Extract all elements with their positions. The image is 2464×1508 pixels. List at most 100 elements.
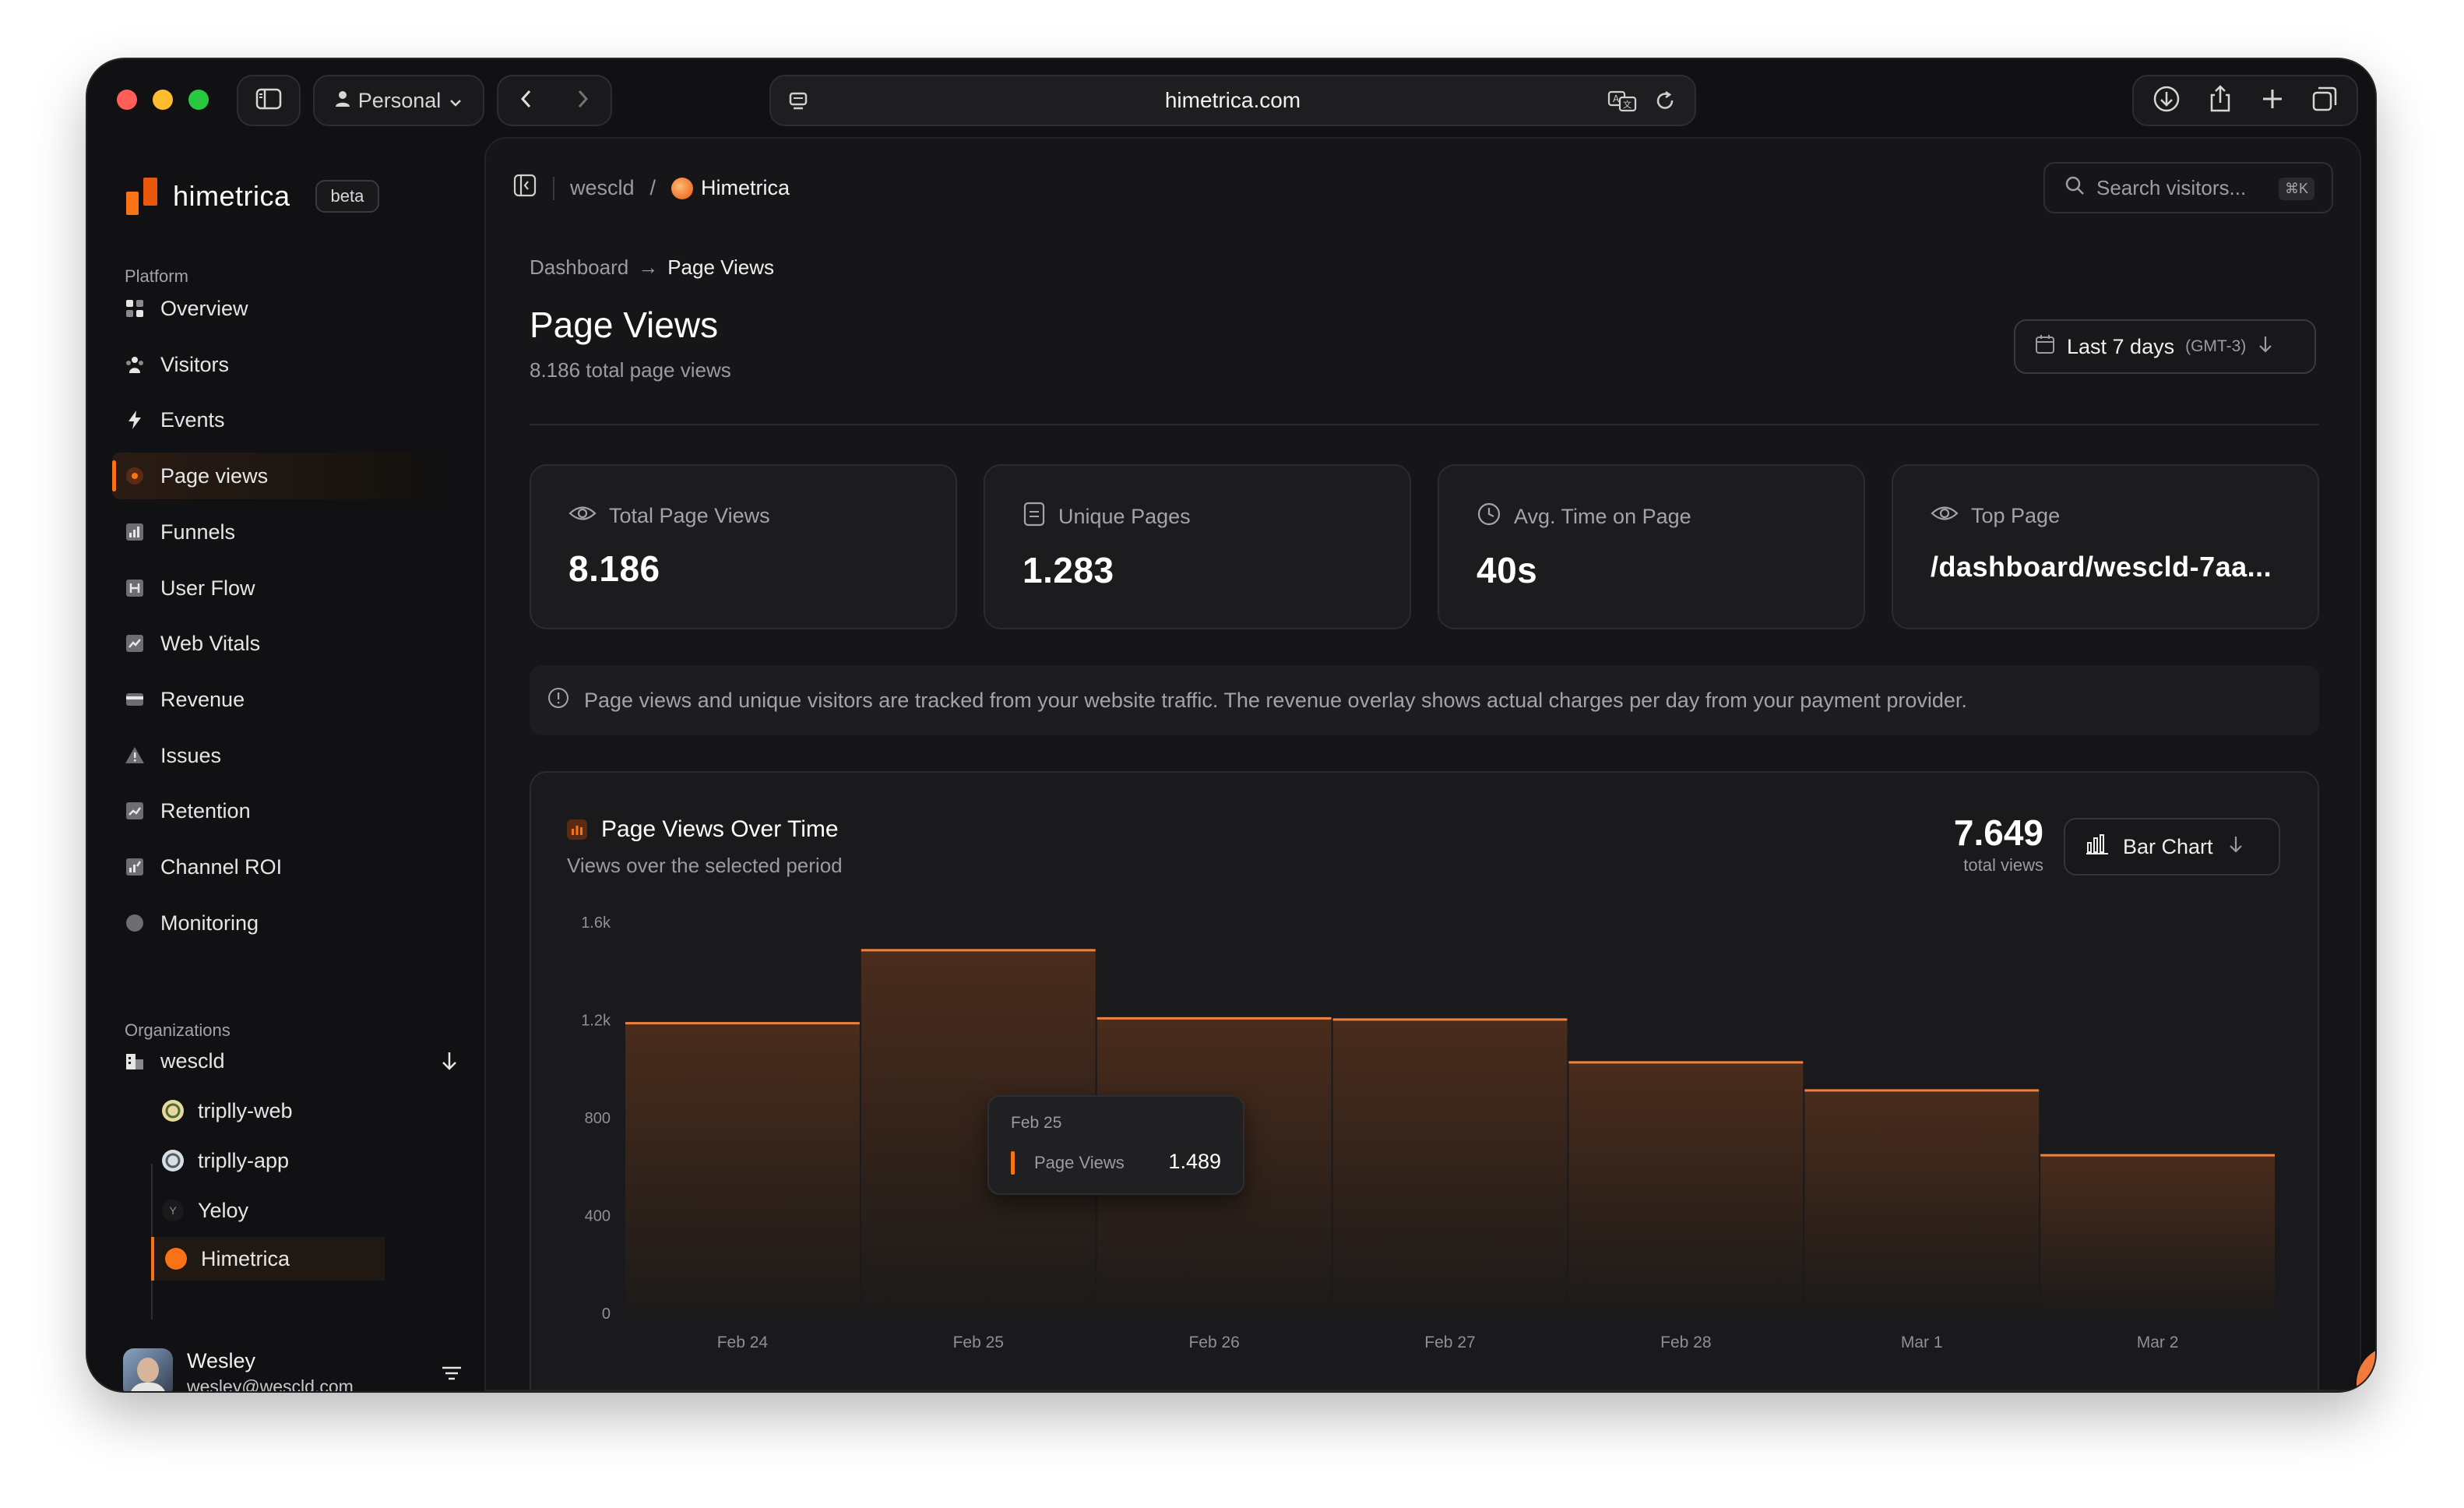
total-views-label: total views <box>1963 855 2043 875</box>
stats-row: Total Page Views 8.186 Unique Pages 1.28… <box>530 464 2319 629</box>
himetrica-project-icon <box>671 177 694 199</box>
sidebar-item-issues[interactable]: Issues <box>112 732 453 779</box>
sidebar-item-label: Web Vitals <box>160 631 261 655</box>
user-email: wesley@wescld.com <box>187 1376 354 1391</box>
sidebar-item-revenue[interactable]: Revenue <box>112 676 453 723</box>
sidebar-item-channel-roi[interactable]: Channel ROI <box>112 844 453 890</box>
x-tick-label: Feb 27 <box>1424 1334 1475 1351</box>
org-link[interactable]: wescld <box>570 176 635 199</box>
clock-icon <box>1477 502 1501 532</box>
triplly-web-avatar-icon <box>162 1100 184 1122</box>
roi-icon <box>125 857 145 877</box>
stat-card-top-page: Top Page /dashboard/wescld-7aa... <box>1892 464 2319 629</box>
stat-label: Total Page Views <box>609 504 770 527</box>
page-subtitle: 8.186 total page views <box>530 358 731 382</box>
project-link[interactable]: Himetrica <box>671 176 790 200</box>
calendar-icon <box>2034 333 2056 361</box>
top-bar: wescld / Himetrica Search visitors... ⌘K <box>486 139 2360 238</box>
sub-org-triplly-app[interactable]: triplly-app <box>162 1139 289 1182</box>
sidebar-item-retention[interactable]: Retention <box>112 787 453 834</box>
back-button[interactable] <box>498 76 554 125</box>
chart-subtitle: Views over the selected period <box>567 854 843 877</box>
tooltip-value: 1.489 <box>1168 1150 1221 1173</box>
x-tick-label: Feb 24 <box>717 1334 769 1351</box>
y-tick-label: 800 <box>585 1110 611 1127</box>
stat-label: Top Page <box>1971 504 2061 527</box>
sidebar: himetrica beta Platform Overview Visitor… <box>87 137 484 1391</box>
sidebar-item-funnels[interactable]: Funnels <box>112 509 453 555</box>
breadcrumb-arrow: → <box>638 255 659 279</box>
user-name: Wesley <box>187 1349 256 1372</box>
sidebar-divider <box>87 1321 484 1344</box>
zoom-window-button[interactable] <box>188 90 209 110</box>
user-menu-icon[interactable] <box>441 1365 463 1386</box>
sidebar-item-user-flow[interactable]: User Flow <box>112 565 453 611</box>
sidebar-item-label: Monitoring <box>160 911 259 935</box>
sidebar-item-label: Funnels <box>160 520 236 544</box>
breadcrumb-dashboard[interactable]: Dashboard <box>530 255 629 279</box>
brand[interactable]: himetrica beta <box>126 178 380 215</box>
chart-type-button[interactable]: Bar Chart <box>2064 818 2280 876</box>
reload-icon[interactable] <box>1654 90 1677 118</box>
beta-badge: beta <box>315 180 380 213</box>
user-profile[interactable]: Wesley wesley@wescld.com <box>123 1346 466 1391</box>
x-tick-label: Mar 2 <box>2137 1334 2179 1351</box>
page-views-chart[interactable]: 0 400 800 1.2k 1.6k Feb 24 Feb 25 Feb 26 Feb 27… <box>531 773 2321 1391</box>
org-wescld[interactable]: wescld <box>125 1039 467 1083</box>
warning-icon <box>125 745 145 766</box>
bar <box>2040 1154 2275 1313</box>
funnel-icon <box>125 522 145 542</box>
url-text: himetrica.com <box>1164 88 1301 112</box>
tabs-overview-icon[interactable] <box>2311 85 2339 117</box>
tooltip-date: Feb 25 <box>1011 1114 1062 1132</box>
monitor-icon <box>125 913 145 933</box>
download-icon[interactable] <box>2152 84 2181 118</box>
sidebar-item-label: Overview <box>160 296 248 320</box>
close-window-button[interactable] <box>117 90 137 110</box>
brand-name: himetrica <box>173 180 290 212</box>
arrow-down-icon[interactable] <box>439 1050 459 1077</box>
svg-text:文: 文 <box>1623 99 1632 110</box>
svg-text:A: A <box>1613 93 1620 104</box>
breadcrumb-current: Page Views <box>667 255 775 279</box>
search-visitors-input[interactable]: Search visitors... ⌘K <box>2043 162 2333 213</box>
timezone-label: (GMT-3) <box>2185 337 2247 355</box>
himetrica-avatar-icon <box>165 1248 187 1270</box>
minimize-window-button[interactable] <box>153 90 173 110</box>
topbar-divider <box>553 176 554 200</box>
search-placeholder: Search visitors... <box>2096 175 2247 199</box>
date-range-button[interactable]: Last 7 days (GMT-3) <box>2014 319 2316 374</box>
x-tick-label: Feb 25 <box>953 1334 1004 1351</box>
tooltip-series: Page Views <box>1034 1153 1125 1172</box>
sidebar-item-overview[interactable]: Overview <box>112 285 453 332</box>
toggle-sidebar-button[interactable] <box>237 75 301 126</box>
collapse-sidebar-icon[interactable] <box>512 173 537 203</box>
total-views: 7.649 total views <box>1954 812 2043 876</box>
page-menu-icon[interactable] <box>787 90 810 118</box>
notice-text: Page views and unique visitors are track… <box>584 688 1967 712</box>
profile-button[interactable]: Personal <box>313 75 484 126</box>
sub-org-triplly-web[interactable]: triplly-web <box>162 1089 293 1133</box>
tooltip-series-marker <box>1011 1151 1015 1175</box>
new-tab-icon[interactable] <box>2260 86 2285 115</box>
sidebar-item-label: User Flow <box>160 576 255 600</box>
forward-button[interactable] <box>554 76 611 125</box>
sub-org-label: triplly-app <box>198 1148 290 1172</box>
sidebar-item-page-views[interactable]: Page views <box>112 453 453 499</box>
sidebar-item-web-vitals[interactable]: Web Vitals <box>112 620 453 667</box>
himetrica-logo-icon <box>126 178 160 215</box>
bar <box>1804 1089 2040 1313</box>
sidebar-item-monitoring[interactable]: Monitoring <box>112 900 453 946</box>
sub-org-yeloy[interactable]: Y Yeloy <box>162 1189 248 1232</box>
x-tick-label: Feb 26 <box>1188 1334 1239 1351</box>
sub-org-himetrica[interactable]: Himetrica <box>151 1237 385 1281</box>
sidebar-item-visitors[interactable]: Visitors <box>112 341 453 388</box>
stat-label: Avg. Time on Page <box>1514 505 1691 528</box>
sidebar-item-label: Issues <box>160 743 222 767</box>
sidebar-item-label: Revenue <box>160 687 245 711</box>
sidebar-item-events[interactable]: Events <box>112 396 453 443</box>
share-icon[interactable] <box>2207 84 2233 118</box>
bar <box>1568 1061 1804 1313</box>
